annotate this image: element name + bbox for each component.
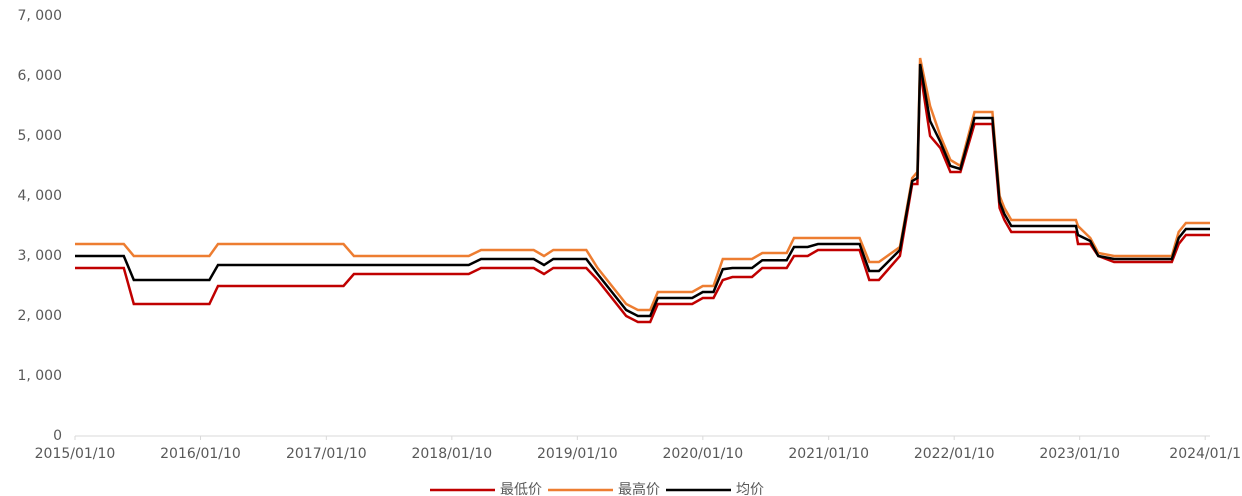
legend-label: 最低价 [500, 482, 542, 496]
x-tick-label: 2023/01/10 [1039, 446, 1120, 462]
y-tick-label: 6, 000 [17, 68, 62, 84]
legend-label: 均价 [736, 482, 764, 496]
x-tick-label: 2024/01/1 [1169, 446, 1241, 462]
y-tick-label: 4, 000 [17, 188, 62, 204]
x-tick-label: 2019/01/10 [537, 446, 618, 462]
y-tick-label: 2, 000 [17, 308, 62, 324]
series-line [75, 69, 1210, 324]
y-tick-label: 5, 000 [17, 128, 62, 144]
legend-label: 最高价 [618, 481, 660, 496]
series-line [75, 57, 1210, 312]
x-tick-label: 2017/01/10 [286, 446, 367, 462]
y-tick-label: 0 [53, 428, 62, 444]
x-tick-label: 2016/01/10 [160, 446, 241, 462]
y-tick-label: 7, 000 [17, 8, 62, 24]
series-line [75, 63, 1210, 318]
x-tick-label: 2018/01/10 [411, 446, 492, 462]
x-tick-label: 2020/01/10 [662, 446, 743, 462]
x-tick-label: 2022/01/10 [914, 446, 995, 462]
x-tick-label: 2015/01/10 [35, 446, 116, 462]
y-tick-label: 1, 000 [17, 368, 62, 384]
x-tick-label: 2021/01/10 [788, 446, 869, 462]
y-tick-label: 3, 000 [17, 248, 62, 264]
